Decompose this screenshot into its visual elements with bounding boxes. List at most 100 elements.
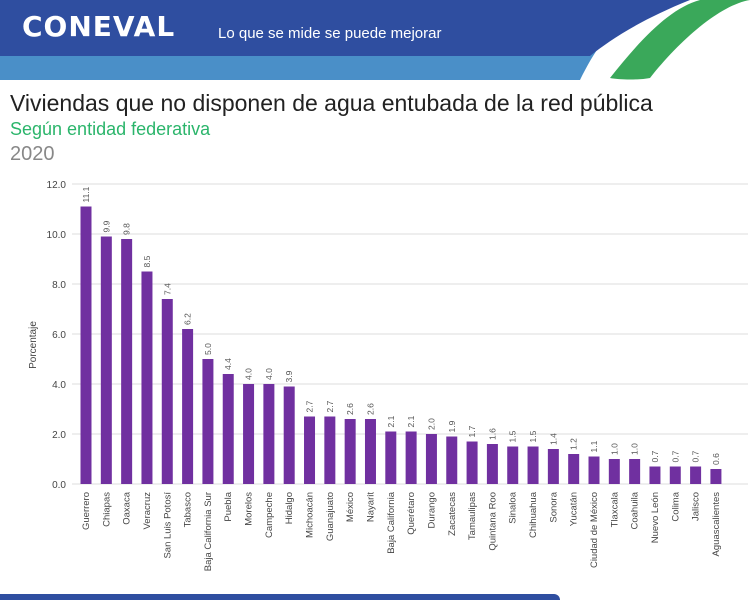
data-label: 9.9 xyxy=(101,220,111,232)
x-tick-label: Nuevo León xyxy=(650,492,661,543)
bar-chart: 0.0 2.0 4.0 6.0 8.0 10.0 12.0 11.1 Guerrero 9.9 Ch… xyxy=(28,180,748,571)
data-label: 1.5 xyxy=(528,430,538,442)
bar xyxy=(507,446,519,484)
data-label: 5.0 xyxy=(203,343,213,355)
y-tick-label: 12.0 xyxy=(47,180,67,191)
bar xyxy=(80,206,92,484)
x-tick-label: Durango xyxy=(426,492,437,528)
x-tick-label: Michoacán xyxy=(305,492,316,538)
tagline: Lo que se mide se puede mejorar xyxy=(218,25,442,42)
data-label: 4.0 xyxy=(264,368,274,380)
x-tick-label: Tabasco xyxy=(183,492,194,527)
x-tick-label: Baja California Sur xyxy=(203,492,214,571)
x-tick-label: Nayarit xyxy=(365,492,376,522)
data-label: 2.0 xyxy=(426,418,436,430)
bar xyxy=(344,419,356,484)
data-label: 3.9 xyxy=(284,370,294,382)
bar xyxy=(547,449,559,484)
bar xyxy=(710,469,722,484)
data-label: 2.1 xyxy=(386,415,396,427)
bar xyxy=(324,416,336,484)
data-label: 1.7 xyxy=(467,425,477,437)
bar xyxy=(283,386,295,484)
bar xyxy=(243,384,255,484)
bar xyxy=(121,239,133,484)
x-tick-label: Coahuila xyxy=(630,491,641,529)
data-label: 0.7 xyxy=(691,450,701,462)
data-label: 4.0 xyxy=(244,368,254,380)
bar xyxy=(446,436,458,484)
y-tick-label: 8.0 xyxy=(52,280,66,291)
data-label: 1.0 xyxy=(630,443,640,455)
header-banner: CONEVAL Lo que se mide se puede mejorar xyxy=(0,0,750,80)
data-label: 2.7 xyxy=(325,400,335,412)
bar xyxy=(202,359,214,484)
x-tick-label: Guanajuato xyxy=(325,492,336,541)
y-tick-label: 6.0 xyxy=(52,330,66,341)
y-tick-label: 4.0 xyxy=(52,380,66,391)
x-tick-label: Sonora xyxy=(548,491,559,522)
x-tick-label: Chihuahua xyxy=(528,491,539,538)
x-tick-label: Aguascalientes xyxy=(711,492,722,557)
data-label: 1.0 xyxy=(609,443,619,455)
data-label: 1.6 xyxy=(487,428,497,440)
data-label: 2.7 xyxy=(305,400,315,412)
data-label: 2.6 xyxy=(345,403,355,415)
bar xyxy=(568,454,580,484)
x-tick-label: Yucatán xyxy=(569,492,580,526)
y-tick-label: 10.0 xyxy=(47,230,67,241)
x-tick-label: Quintana Roo xyxy=(487,492,498,551)
x-tick-label: Veracruz xyxy=(142,492,153,530)
bar xyxy=(263,384,275,484)
bar xyxy=(527,446,539,484)
data-label: 9.8 xyxy=(122,223,132,235)
bar xyxy=(364,419,376,484)
x-tick-label: Tlaxcala xyxy=(609,491,620,527)
x-tick-label: Ciudad de México xyxy=(589,492,600,568)
footer-bar xyxy=(0,594,560,600)
data-label: 7.4 xyxy=(162,283,172,295)
chart-title: Viviendas que no disponen de agua entuba… xyxy=(10,90,653,116)
y-axis-label: Porcentaje xyxy=(28,321,39,369)
x-tick-label: Guerrero xyxy=(81,492,92,530)
data-label: 0.7 xyxy=(670,450,680,462)
y-tick-label: 0.0 xyxy=(52,480,66,491)
y-tick-label: 2.0 xyxy=(52,430,66,441)
x-tick-label: Zacatecas xyxy=(447,492,458,536)
data-label: 6.2 xyxy=(183,313,193,325)
x-tick-label: Jalisco xyxy=(691,492,702,521)
bar xyxy=(608,459,620,484)
data-label: 2.1 xyxy=(406,415,416,427)
data-label: 1.4 xyxy=(548,433,558,445)
x-tick-label: Baja California xyxy=(386,491,397,553)
x-tick-label: Morelos xyxy=(244,492,255,526)
bar xyxy=(141,271,153,484)
data-label: 0.6 xyxy=(711,453,721,465)
bar xyxy=(588,456,600,484)
data-label: 2.6 xyxy=(365,403,375,415)
data-label: 0.7 xyxy=(650,450,660,462)
chart-year: 2020 xyxy=(10,143,55,165)
coneval-logo: CONEVAL xyxy=(22,10,176,43)
data-label: 8.5 xyxy=(142,255,152,267)
chart-subtitle: Según entidad federativa xyxy=(10,119,211,139)
bar xyxy=(161,299,173,484)
x-tick-label: Tamaulipas xyxy=(467,492,478,540)
bar xyxy=(385,431,397,484)
x-tick-label: Puebla xyxy=(223,491,234,521)
bar xyxy=(304,416,316,484)
bar xyxy=(425,434,437,484)
x-tick-label: Campeche xyxy=(264,492,275,538)
bar xyxy=(486,444,498,484)
x-tick-label: Oaxaca xyxy=(122,491,133,524)
data-label: 1.9 xyxy=(447,420,457,432)
bar xyxy=(405,431,417,484)
x-tick-label: Chiapas xyxy=(101,492,112,527)
data-label: 1.2 xyxy=(569,438,579,450)
x-tick-label: Hidalgo xyxy=(284,492,295,524)
x-tick-label: Colima xyxy=(670,491,681,521)
header-wave xyxy=(0,0,750,80)
bar xyxy=(690,466,702,484)
data-label: 1.5 xyxy=(508,430,518,442)
data-label: 11.1 xyxy=(81,186,91,202)
